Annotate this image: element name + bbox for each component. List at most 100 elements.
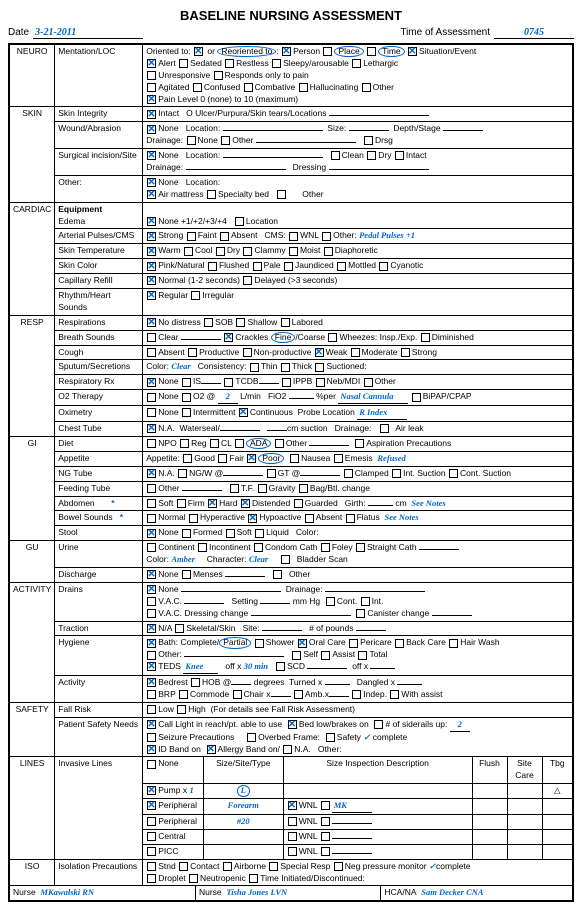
- cb-airleak[interactable]: [380, 424, 389, 433]
- cb-skeletal[interactable]: [175, 624, 184, 633]
- cb-cont[interactable]: [326, 597, 335, 606]
- cb-call[interactable]: [147, 720, 156, 729]
- cb-drainage-other[interactable]: [221, 136, 230, 145]
- cb-foley[interactable]: [321, 543, 330, 552]
- cb-clean[interactable]: [331, 151, 340, 160]
- cb-none-wound[interactable]: [147, 125, 156, 134]
- cb-guarded[interactable]: [294, 499, 303, 508]
- cb-bladder[interactable]: [281, 555, 290, 564]
- cb-shallow[interactable]: [236, 318, 245, 327]
- cb-other[interactable]: [362, 83, 371, 92]
- cb-moderate[interactable]: [351, 348, 360, 357]
- cb-edema-none[interactable]: [147, 217, 156, 226]
- cb-none-surgical[interactable]: [147, 151, 156, 160]
- cb-neg[interactable]: [334, 862, 343, 871]
- cb-idband[interactable]: [147, 745, 156, 754]
- cb-initiated[interactable]: [249, 874, 258, 883]
- cb-drsg[interactable]: [364, 136, 373, 145]
- cb-ada[interactable]: [235, 439, 244, 448]
- cb-pulses-other[interactable]: [322, 232, 331, 241]
- cb-bowel-normal[interactable]: [147, 514, 156, 523]
- cb-pericare[interactable]: [349, 639, 358, 648]
- cb-bowel-absent[interactable]: [305, 514, 314, 523]
- o2-device[interactable]: Nasal Cannula: [338, 391, 408, 404]
- cb-liquid[interactable]: [255, 529, 264, 538]
- cb-edema-loc[interactable]: [235, 217, 244, 226]
- cb-continuous[interactable]: [239, 408, 248, 417]
- cb-air[interactable]: [147, 190, 156, 199]
- cb-lethargic[interactable]: [352, 59, 361, 68]
- cb-intact2[interactable]: [395, 151, 404, 160]
- o2-value[interactable]: 2: [218, 391, 238, 404]
- cb-mottled[interactable]: [337, 262, 346, 271]
- cb-cough-absent[interactable]: [147, 348, 156, 357]
- cb-assist[interactable]: [321, 651, 330, 660]
- cb-clear[interactable]: [147, 333, 156, 342]
- cb-sob[interactable]: [204, 318, 213, 327]
- cb-stool-none[interactable]: [147, 529, 156, 538]
- cb-airborne[interactable]: [223, 862, 232, 871]
- cb-gt[interactable]: [267, 469, 276, 478]
- cb-person[interactable]: [282, 47, 291, 56]
- cb-int[interactable]: [361, 597, 370, 606]
- cb-low[interactable]: [147, 705, 156, 714]
- cb-ng-na[interactable]: [147, 469, 156, 478]
- cb-picc[interactable]: [147, 847, 156, 856]
- cb-seizure[interactable]: [147, 733, 156, 742]
- cb-confused[interactable]: [193, 83, 202, 92]
- cb-regular[interactable]: [147, 291, 156, 300]
- cb-agitated[interactable]: [147, 83, 156, 92]
- cb-emesis[interactable]: [334, 454, 343, 463]
- cb-straight[interactable]: [356, 543, 365, 552]
- cb-withassist[interactable]: [390, 690, 399, 699]
- cb-safety[interactable]: [326, 733, 335, 742]
- cb-high[interactable]: [177, 705, 186, 714]
- cb-strong[interactable]: [147, 232, 156, 241]
- cb-ngw[interactable]: [178, 469, 187, 478]
- cb-dry[interactable]: [367, 151, 376, 160]
- cb-productive[interactable]: [188, 348, 197, 357]
- nurse2-sig[interactable]: Tisha Jones LVN: [226, 887, 287, 897]
- cb-weak[interactable]: [315, 348, 324, 357]
- cb-gravity[interactable]: [258, 484, 267, 493]
- cb-nonproductive[interactable]: [243, 348, 252, 357]
- cb-pain[interactable]: [147, 95, 156, 104]
- cb-suctioned[interactable]: [315, 363, 324, 372]
- cb-drains-none[interactable]: [147, 585, 156, 594]
- cb-fair[interactable]: [218, 454, 227, 463]
- cb-self[interactable]: [292, 651, 301, 660]
- cb-commode[interactable]: [179, 690, 188, 699]
- cb-flushed[interactable]: [208, 262, 217, 271]
- cb-overbed[interactable]: [247, 733, 256, 742]
- cb-chest-na[interactable]: [147, 424, 156, 433]
- cb-unresponsive[interactable]: [147, 71, 156, 80]
- cb-periph1[interactable]: [147, 801, 156, 810]
- cb-place[interactable]: [323, 47, 332, 56]
- cb-is[interactable]: [182, 378, 191, 387]
- cb-time[interactable]: [367, 47, 376, 56]
- cb-bath[interactable]: [147, 639, 156, 648]
- cb-stnd[interactable]: [147, 862, 156, 871]
- cb-moist[interactable]: [289, 247, 298, 256]
- cb-good[interactable]: [183, 454, 192, 463]
- cb-disch-other[interactable]: [273, 570, 282, 579]
- cb-cl[interactable]: [210, 439, 219, 448]
- cb-sedated[interactable]: [179, 59, 188, 68]
- cb-distended[interactable]: [241, 499, 250, 508]
- cb-soft[interactable]: [147, 499, 156, 508]
- cb-contsuct[interactable]: [449, 469, 458, 478]
- cb-resprx-none[interactable]: [147, 378, 156, 387]
- cb-clammy[interactable]: [243, 247, 252, 256]
- cb-ox-none[interactable]: [147, 408, 156, 417]
- cb-bipap[interactable]: [412, 393, 421, 402]
- cb-neutropenic[interactable]: [189, 874, 198, 883]
- cb-irregular[interactable]: [191, 291, 200, 300]
- cb-safety-na[interactable]: [283, 745, 292, 754]
- nurse1-sig[interactable]: MKawalski RN: [40, 887, 94, 897]
- cb-cyanotic[interactable]: [379, 262, 388, 271]
- cb-reg[interactable]: [180, 439, 189, 448]
- cb-menses[interactable]: [182, 570, 191, 579]
- cb-hard[interactable]: [208, 499, 217, 508]
- cb-hob[interactable]: [191, 678, 200, 687]
- cb-brp[interactable]: [147, 690, 156, 699]
